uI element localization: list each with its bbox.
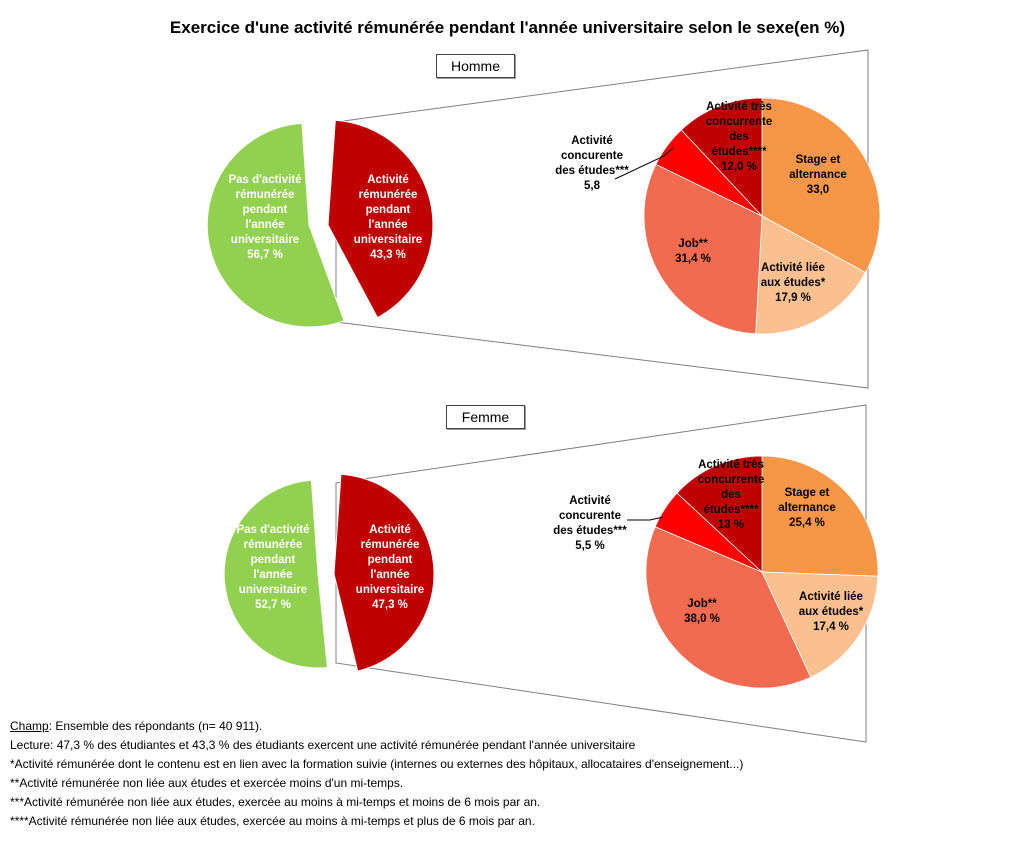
homme-box: Homme [436,54,515,78]
footer-champ: Champ: Ensemble des répondants (n= 40 91… [10,719,263,733]
femme-job-slice [645,526,812,689]
femme-tres-concurrente-label: Activité très concurrente des études**** 13 … [697,459,765,531]
homme-paid-activity-slice [327,119,434,319]
femme-tres-concurrente-slice [676,455,763,573]
footer-notes: Champ: Ensemble des répondants (n= 40 91… [10,717,743,831]
femme-liee-slice [761,571,879,678]
homme-stage-label: Stage et alternance 33,0 [789,154,847,196]
femme-job-label: Job** 38,0 % [684,598,720,625]
femme-concurente-leader-line [627,516,664,521]
femme-zoom-outline [335,404,867,743]
homme-no-activity-slice [206,122,345,328]
femme-liee-label: Activité liée aux études* 17,4 % [798,591,864,633]
homme-tres-concurrente-slice [680,97,763,218]
footer-note-2: **Activité rémunérée non liée aux études… [10,776,404,790]
footer-note-1: *Activité rémunérée dont le contenu est … [10,757,744,771]
chart-title: Exercice d'une activité rémunérée pendan… [169,18,846,37]
homme-tres-concurrente-label: Activité très concurrente des études**** 12,… [705,101,773,173]
footer-lecture: Lecture: 47,3 % des étudiantes et 43,3 %… [10,738,636,752]
homme-activity-label: Activité rémunérée pendant l'année universit… [353,174,423,261]
homme-no-activity-label: Pas d'activité rémunérée pendant l'année uni… [228,174,302,261]
femme-box: Femme [446,405,525,429]
femme-concurente-label: Activité concurente des études*** 5,5 % [553,495,627,552]
femme-stage-slice [761,455,879,577]
femme-activity-label: Activité rémunérée pendant l'année universit… [355,524,425,611]
footer-note-4: ****Activité rémunérée non liée aux étud… [10,814,535,828]
homme-job-label: Job** 31,4 % [675,238,711,265]
homme-stage-slice [761,97,881,274]
homme-job-slice [643,163,763,335]
footer-note-3: ***Activité rémunérée non liée aux étude… [10,795,541,809]
homme-liee-label: Activité liée aux études* 17,9 % [760,262,826,304]
homme-concurente-leader-line [614,147,674,180]
homme-zoom-outline [335,49,869,389]
homme-liee-slice [755,215,867,335]
femme-no-activity-slice [223,479,328,669]
femme-paid-activity-slice [333,473,435,672]
homme-concurente-label: Activité concurente des études*** 5,8 [555,135,629,192]
femme-no-activity-label: Pas d'activité rémunérée pendant l'année uni… [236,524,310,611]
femme-stage-label: Stage et alternance 25,4 % [778,487,836,529]
